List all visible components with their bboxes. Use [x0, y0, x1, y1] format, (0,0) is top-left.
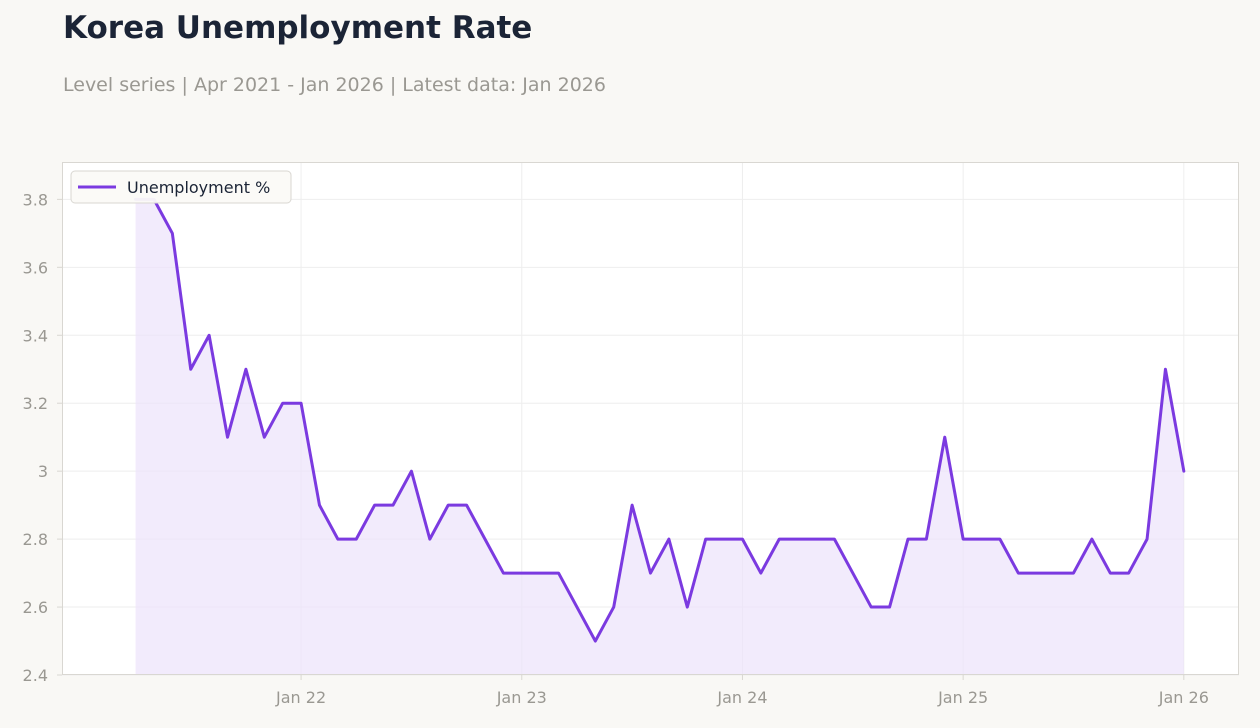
x-tick-label: Jan 22: [275, 688, 326, 707]
series-line-unemployment: [134, 197, 1186, 643]
y-tick-label: 3.2: [23, 394, 48, 413]
chart-subtitle: Level series | Apr 2021 - Jan 2026 | Lat…: [63, 74, 606, 96]
series-area-unemployment: [135, 199, 1184, 675]
y-tick-label: 2.6: [23, 598, 48, 617]
x-tick-label: Jan 25: [937, 688, 988, 707]
legend: Unemployment %: [70, 170, 292, 204]
x-tick-label: Jan 24: [716, 688, 767, 707]
legend-box: [70, 170, 292, 204]
x-axis-ticks: Jan 22 Jan 23 Jan 24 Jan 25 Jan 26: [275, 675, 1209, 707]
plot-frame: [62, 162, 1239, 675]
y-tick-label: 3.6: [23, 258, 48, 277]
chart-title: Korea Unemployment Rate: [63, 10, 533, 46]
y-tick-label: 3.4: [23, 326, 48, 345]
y-tick-label: 3: [38, 462, 48, 481]
y-axis-ticks: 2.4 2.6 2.8 3 3.2 3.4 3.6 3.8: [23, 190, 62, 685]
y-tick-label: 2.8: [23, 530, 48, 549]
legend-label-unemployment: Unemployment %: [127, 178, 270, 197]
y-tick-label: 3.8: [23, 190, 48, 209]
x-tick-label: Jan 26: [1158, 688, 1209, 707]
y-tick-label: 2.4: [23, 666, 48, 685]
x-tick-label: Jan 23: [496, 688, 547, 707]
